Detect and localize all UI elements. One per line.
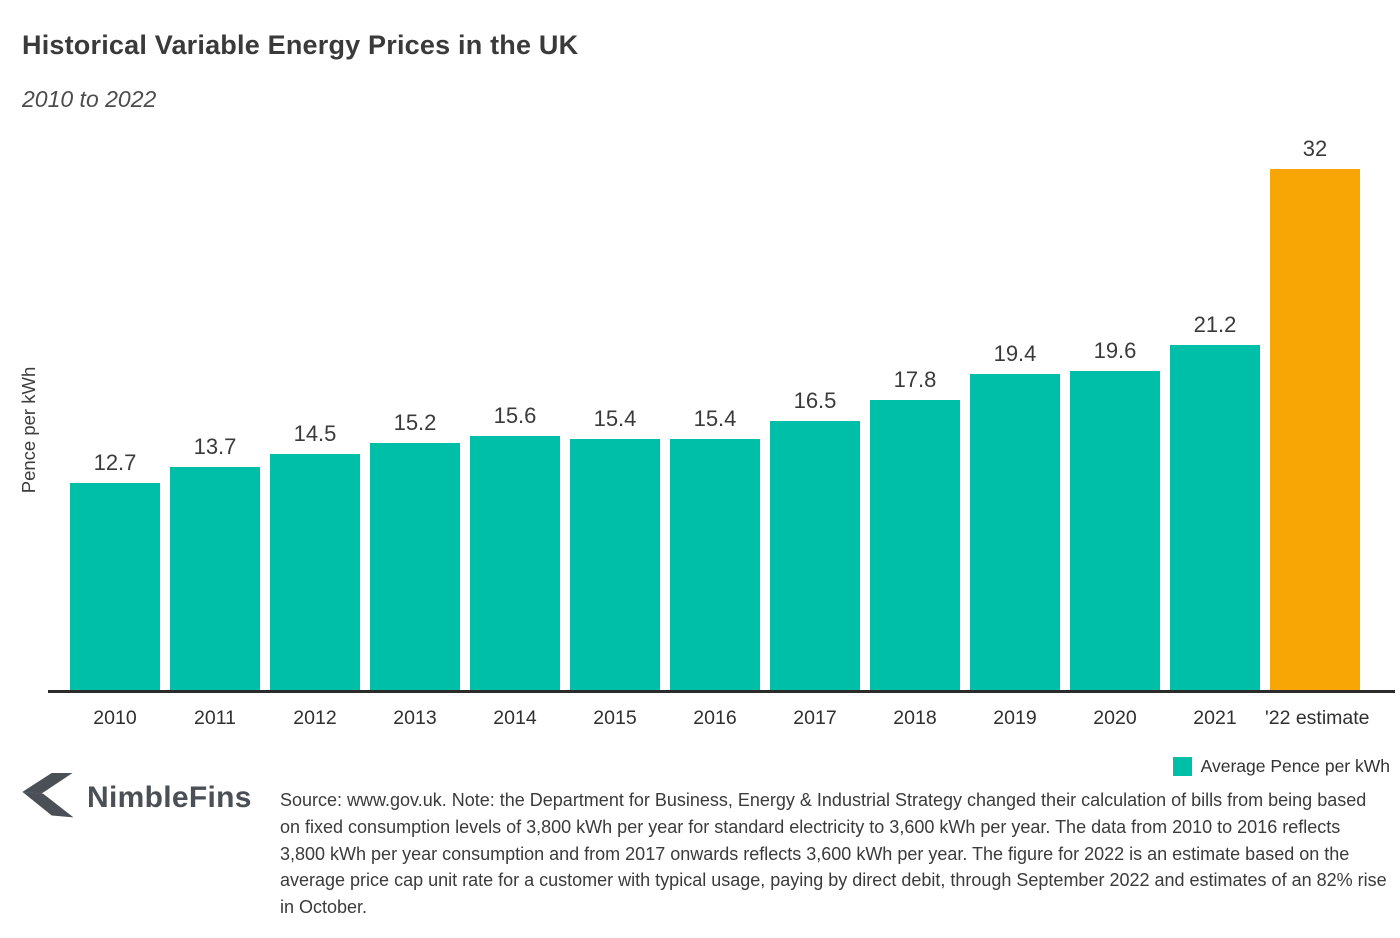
bar-value-label: 15.2 xyxy=(393,410,437,435)
bar-value-label: 17.8 xyxy=(893,367,937,392)
x-tick-label: 2017 xyxy=(793,707,837,729)
nimblefins-fin-icon xyxy=(22,772,74,818)
bar-group: 15.2 xyxy=(365,136,465,690)
bar xyxy=(370,443,460,690)
x-tick-label: 2016 xyxy=(693,707,737,729)
brand-logo: NimbleFins xyxy=(18,772,252,824)
bar-group: 19.4 xyxy=(965,136,1065,690)
legend-color-swatch xyxy=(1172,757,1192,776)
bar-value-label: 15.4 xyxy=(593,406,637,431)
x-tick-label: 2015 xyxy=(593,707,637,729)
bar xyxy=(70,483,160,690)
x-labels-row: 2010 2011 2012 2013 2014 2015 2016 2017 2018 2019… xyxy=(65,707,1370,730)
bar-value-label: 16.5 xyxy=(793,388,837,413)
bar-value-label: 15.4 xyxy=(693,406,737,431)
x-tick-label: 2014 xyxy=(493,707,537,729)
x-tick-label: 2012 xyxy=(293,707,337,729)
x-tick-label: 2020 xyxy=(1093,707,1137,729)
x-tick-label: 2011 xyxy=(194,707,236,729)
brand-name: NimbleFins xyxy=(87,781,252,814)
bar-value-label: 21.2 xyxy=(1193,312,1237,337)
bar xyxy=(1170,345,1260,690)
bar xyxy=(870,400,960,690)
bar-group: 19.6 xyxy=(1065,136,1165,690)
source-note: Source: www.gov.uk. Note: the Department… xyxy=(280,790,1387,918)
legend: Average Pence per kWh xyxy=(1172,756,1390,777)
bar-group: 15.4 xyxy=(665,136,765,690)
bar-value-label: 14.5 xyxy=(293,421,337,446)
bar-group: 16.5 xyxy=(765,136,865,690)
bar-group: 15.6 xyxy=(465,136,565,690)
x-tick-label: 2018 xyxy=(893,707,937,729)
bar-group: 13.7 xyxy=(165,136,265,690)
bar xyxy=(1270,169,1360,690)
legend-label: Average Pence per kWh xyxy=(1200,756,1390,776)
bar-group: 32 xyxy=(1265,136,1365,690)
bar-group: 21.2 xyxy=(1165,136,1265,690)
page-subtitle: 2010 to 2022 xyxy=(22,86,157,112)
x-tick-label: 2019 xyxy=(993,707,1037,729)
bar-value-label: 19.4 xyxy=(993,341,1037,366)
bar-group: 12.7 xyxy=(65,136,165,690)
bar xyxy=(270,454,360,690)
bar-value-label: 13.7 xyxy=(193,434,237,459)
x-tick-label: '22 estimate xyxy=(1265,707,1370,729)
bar xyxy=(570,439,660,690)
bar-value-label: 19.6 xyxy=(1093,338,1137,363)
page-title: Historical Variable Energy Prices in the… xyxy=(22,30,579,60)
x-tick-label: 2013 xyxy=(393,707,437,729)
bar-chart: 12.7 13.7 14.5 15.2 15.6 15.4 15.4 16.5 17.8 19.4… xyxy=(48,136,1395,729)
bar xyxy=(770,421,860,690)
bar-value-label: 32 xyxy=(1302,136,1328,161)
bar xyxy=(470,436,560,690)
bar xyxy=(970,374,1060,690)
bar-group: 14.5 xyxy=(265,136,365,690)
bars-row: 12.7 13.7 14.5 15.2 15.6 15.4 15.4 16.5 17.8 19.4… xyxy=(65,136,1365,690)
bar xyxy=(170,467,260,690)
y-axis-label: Pence per kWh xyxy=(18,366,39,494)
bar-value-label: 15.6 xyxy=(493,403,537,428)
x-tick-label: 2021 xyxy=(1193,707,1237,729)
bar-value-label: 12.7 xyxy=(93,450,137,475)
x-axis-line xyxy=(48,690,1395,693)
bar-group: 15.4 xyxy=(565,136,665,690)
bar xyxy=(1070,371,1160,690)
x-tick-label: 2010 xyxy=(93,707,137,729)
bar-group: 17.8 xyxy=(865,136,965,690)
bar xyxy=(670,439,760,690)
